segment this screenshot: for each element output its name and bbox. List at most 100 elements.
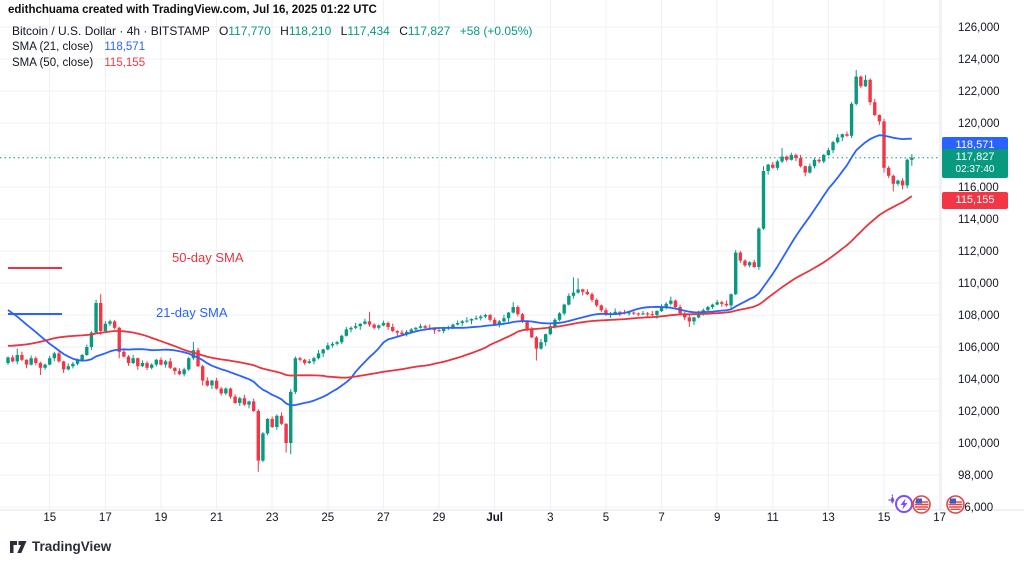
price-axis-label: 112,000 xyxy=(958,246,999,258)
candle xyxy=(506,311,511,322)
legend-sma50-row[interactable]: SMA (50, close) 115,155 xyxy=(12,56,532,70)
sma50-badge-value: 115,155 xyxy=(955,194,995,207)
candle xyxy=(94,299,98,334)
change-value: +58 (+0.05%) xyxy=(459,24,533,38)
sma50-annotation-label[interactable]: 50-day SMA xyxy=(172,250,244,265)
candle xyxy=(474,315,478,320)
time-axis-label: 21 xyxy=(210,512,223,524)
candle xyxy=(636,312,641,317)
candle xyxy=(344,327,349,337)
symbol-title: Bitcoin / U.S. Dollar · 4h · BITSTAMP xyxy=(12,24,210,38)
candle xyxy=(173,367,177,375)
candle xyxy=(140,360,145,368)
candle xyxy=(261,432,265,463)
candle xyxy=(692,316,696,326)
time-axis-label: 13 xyxy=(822,512,835,524)
candle xyxy=(747,261,752,268)
candle xyxy=(233,394,237,404)
candle xyxy=(729,293,733,310)
candle xyxy=(251,398,256,412)
us-flag-event-icon[interactable] xyxy=(912,495,931,519)
candle xyxy=(710,303,715,309)
candle xyxy=(61,360,66,374)
watermark-text: edithchuama created with TradingView.com… xyxy=(8,4,377,16)
candle xyxy=(302,358,307,365)
candle xyxy=(219,386,223,396)
candle xyxy=(891,174,895,192)
legend-symbol-row[interactable]: Bitcoin / U.S. Dollar · 4h · BITSTAMP O1… xyxy=(12,24,532,38)
candle xyxy=(126,355,131,366)
candle xyxy=(571,277,576,299)
candle xyxy=(567,293,571,306)
legend-sma21-row[interactable]: SMA (21, close) 118,571 xyxy=(12,40,532,54)
sma21-badge-value: 118,571 xyxy=(955,139,995,152)
candle xyxy=(136,357,140,370)
close-value: 117,827 xyxy=(407,24,451,38)
candle xyxy=(720,300,724,307)
high-value: 118,210 xyxy=(288,24,332,38)
candle xyxy=(187,356,191,371)
candle xyxy=(794,153,798,162)
price-axis-label: 104,000 xyxy=(958,374,1000,386)
candle xyxy=(812,158,817,169)
candle xyxy=(766,163,770,175)
grid-layer xyxy=(0,0,941,510)
sma21-annotation-label[interactable]: 21-day SMA xyxy=(156,305,228,320)
candle xyxy=(418,323,423,329)
candle xyxy=(743,259,747,267)
time-axis-label: 29 xyxy=(433,512,446,524)
time-axis-label: 3 xyxy=(547,512,553,524)
candle xyxy=(205,377,210,387)
price-axis-label: 96,000 xyxy=(958,502,993,514)
sma50-price-badge: 115,155 xyxy=(942,192,1008,210)
candle xyxy=(145,361,149,371)
candle xyxy=(822,154,826,164)
candle xyxy=(863,75,868,87)
candle xyxy=(242,394,247,406)
time-axis-label: 27 xyxy=(377,512,390,524)
candle xyxy=(534,335,539,361)
candle xyxy=(284,423,288,453)
candle xyxy=(381,320,386,327)
candle xyxy=(882,118,886,173)
price-axis-label: 106,000 xyxy=(958,342,1000,354)
candle xyxy=(683,311,687,321)
candle xyxy=(562,303,566,316)
price-axis-label: 120,000 xyxy=(958,118,1000,130)
candle xyxy=(238,396,242,406)
candle xyxy=(154,358,159,367)
time-axis-label: 23 xyxy=(266,512,279,524)
candles-layer xyxy=(6,70,914,472)
candle xyxy=(363,318,367,325)
price-axis-label: 98,000 xyxy=(958,470,993,482)
sma50-annotation-line[interactable] xyxy=(8,267,62,269)
candle xyxy=(321,348,325,358)
sma-50-line[interactable] xyxy=(7,195,913,379)
low-value: 117,434 xyxy=(347,24,390,38)
time-axis[interactable]: 15 17 19 21 23 25 27 29 Jul 3 5 7 9 11 13 15 17 xyxy=(43,512,946,524)
sma21-annotation-line[interactable] xyxy=(8,313,62,315)
candle xyxy=(20,351,24,362)
sma50-indicator-value: 115,155 xyxy=(104,57,146,69)
us-flag-event-icon-2[interactable] xyxy=(946,495,965,519)
time-axis-label: 7 xyxy=(658,512,664,524)
candle xyxy=(372,323,376,330)
sma-21-line[interactable] xyxy=(7,134,912,407)
last-badge-value: 117,827 xyxy=(955,151,995,164)
economic-event-lightning-icon[interactable] xyxy=(888,494,916,519)
candle xyxy=(349,326,353,333)
candle xyxy=(826,147,831,156)
time-axis-label: 19 xyxy=(155,512,168,524)
candle xyxy=(163,359,168,368)
tradingview-logo[interactable]: TradingView xyxy=(10,539,111,554)
candle xyxy=(548,323,552,336)
candle xyxy=(738,250,743,263)
candle xyxy=(673,299,678,309)
candle xyxy=(543,333,548,346)
candle xyxy=(724,300,729,307)
price-axis[interactable]: 96,000 98,000 100,000 102,000 104,000 106,000… xyxy=(958,22,1000,514)
candle xyxy=(585,289,590,296)
candle xyxy=(228,387,233,399)
time-axis-label: 9 xyxy=(714,512,720,524)
